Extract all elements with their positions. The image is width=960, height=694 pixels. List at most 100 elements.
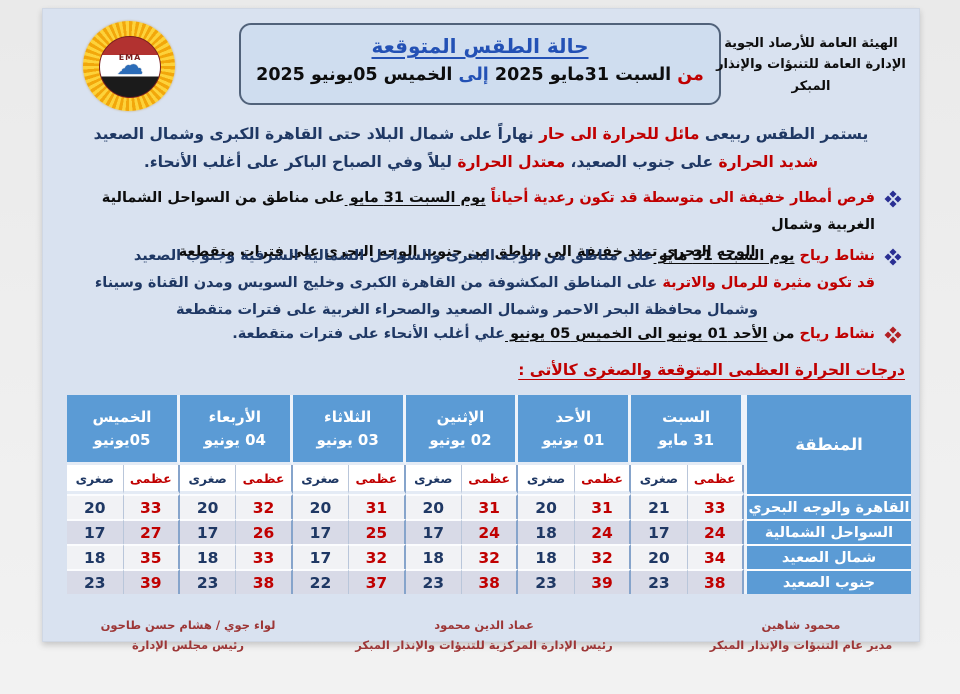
- text-segment: فرص أمطار خفيفة الى متوسطة قد تكون رعدية…: [485, 190, 875, 206]
- min-value-cell: 20: [292, 494, 350, 519]
- max-value-cell: 31: [349, 494, 406, 519]
- max-value-cell: 38: [236, 569, 293, 594]
- text-segment: نشاط رياح: [794, 248, 875, 264]
- max-value-cell: 32: [574, 544, 632, 569]
- min-value-cell: 18: [179, 544, 237, 569]
- min-value-cell: 23: [179, 569, 237, 594]
- text-segment: على المناطق المكشوفة من القاهرة الكبرى و…: [94, 274, 658, 291]
- max-value-cell: 39: [574, 569, 632, 594]
- region-cell: جنوب الصعيد: [744, 569, 911, 594]
- day-header-cell: الخميس 05يونيو: [67, 395, 180, 465]
- page-title: حالة الطقس المتوقعة: [371, 34, 589, 58]
- text-segment: الأحد 01 يونيو الى الخميس 05 يونيو: [505, 326, 768, 342]
- min-value-cell: 18: [518, 519, 575, 544]
- min-value-cell: 20: [631, 544, 688, 569]
- max-value-cell: 33: [123, 494, 180, 519]
- min-value-cell: 17: [292, 519, 350, 544]
- min-value-cell: 20: [405, 494, 462, 519]
- text-segment: نهاراً على شمال البلاد حتى القاهرة الكبر…: [93, 125, 534, 143]
- min-value-cell: 18: [518, 544, 575, 569]
- day-header-cell: الثلاثاء 03 يونيو: [292, 395, 406, 465]
- max-value-cell: 38: [461, 569, 519, 594]
- text-segment: الخميس 05يونيو 2025: [256, 65, 453, 85]
- day-name: السبت: [662, 407, 711, 426]
- min-value-cell: 18: [67, 544, 124, 569]
- min-value-cell: 23: [67, 569, 124, 594]
- text-segment: شديد الحرارة: [713, 152, 819, 171]
- max-value-cell: 38: [687, 569, 744, 594]
- min-value-cell: 17: [631, 519, 688, 544]
- cloud-icon: ☁: [116, 50, 144, 81]
- region-cell: القاهرة والوجه البحري: [744, 494, 911, 519]
- min-label-cell: صغرى: [405, 465, 462, 494]
- table-row: شمال الصعيد 34 20 32 18 32 18 32 17 33 18 35 18: [67, 544, 911, 569]
- min-label-cell: صغرى: [631, 465, 688, 494]
- min-value-cell: 20: [67, 494, 124, 519]
- text-segment: علي أغلب الأنحاء على فترات متقطعة.: [232, 326, 506, 342]
- text-segment: السبت 31مايو 2025: [488, 65, 672, 85]
- ema-emblem: EMA ☁: [99, 36, 161, 98]
- max-value-cell: 26: [236, 519, 293, 544]
- ema-logo: EMA ☁: [83, 21, 175, 111]
- text-segment: معتدل الحرارة: [451, 152, 566, 171]
- day-name: الإثنين: [436, 407, 485, 426]
- min-label-cell: صغرى: [179, 465, 237, 494]
- org-block: الهيئة العامة للأرصاد الجوية الإدارة الع…: [709, 33, 913, 97]
- text-line: نشاط رياح من الأحد 01 يونيو الى الخميس 0…: [59, 321, 875, 348]
- signature-block: لواء جوي / هشام حسن طاحون رئيس مجلس الإد…: [73, 615, 303, 655]
- forecast-table-wrap: المنطقة السبت 31 مايو الأحد 01 يونيو الإثنين 0…: [67, 395, 911, 594]
- signature-title: رئيس الإدارة المركزية للتنبؤات والإنذار …: [355, 638, 613, 653]
- day-date: 31 مايو: [658, 431, 715, 449]
- day-date: 02 يونيو: [429, 431, 492, 449]
- forecast-table: المنطقة السبت 31 مايو الأحد 01 يونيو الإثنين 0…: [67, 395, 911, 594]
- max-value-cell: 31: [574, 494, 632, 519]
- text-segment: على مناطق من السواحل الشمالية الغربية وش…: [101, 190, 875, 233]
- bullet-wind-saturday: نشاط رياح يوم السبت 31 مايو على مناطق من…: [59, 243, 903, 323]
- text-segment: إلى: [452, 65, 489, 85]
- day-name: الخميس: [92, 407, 152, 426]
- signature-name: محمود شاهين: [761, 618, 841, 632]
- table-row: السواحل الشمالية 24 17 24 18 24 17 25 17 26 17 27 17: [67, 519, 911, 544]
- signature-title: مدير عام التنبؤات والإنذار المبكر: [709, 638, 893, 653]
- max-value-cell: 24: [574, 519, 632, 544]
- max-label-cell: عظمى: [349, 465, 406, 494]
- day-date: 04 يونيو: [203, 431, 266, 449]
- max-value-cell: 35: [123, 544, 180, 569]
- min-label-cell: صغرى: [518, 465, 575, 494]
- min-value-cell: 23: [518, 569, 575, 594]
- max-label-cell: عظمى: [687, 465, 744, 494]
- min-value-cell: 18: [405, 544, 462, 569]
- text-line: نشاط رياح يوم السبت 31 مايو على مناطق من…: [59, 243, 875, 270]
- date-range: من السبت 31مايو 2025 إلى الخميس 05يونيو …: [241, 65, 719, 85]
- min-value-cell: 17: [67, 519, 124, 544]
- text-line: شديد الحرارة على جنوب الصعيد، معتدل الحر…: [59, 149, 903, 177]
- text-segment: مائل للحرارة الى حار: [533, 125, 700, 143]
- text-line: فرص أمطار خفيفة الى متوسطة قد تكون رعدية…: [59, 185, 875, 239]
- text-segment: من: [671, 65, 704, 85]
- min-value-cell: 22: [292, 569, 350, 594]
- text-line: الوجه البحرى تمتد خفيفة الى مناطق من جنو…: [59, 239, 875, 266]
- text-segment: ليلاً وفي الصباح الباكر على أغلب الأنحاء…: [143, 152, 452, 171]
- min-label-cell: صغرى: [67, 465, 124, 494]
- max-value-cell: 32: [236, 494, 293, 519]
- weather-summary: يستمر الطقس ربيعى مائل للحرارة الى حار ن…: [59, 121, 903, 177]
- max-label-cell: عظمى: [236, 465, 293, 494]
- max-value-cell: 37: [349, 569, 406, 594]
- max-value-cell: 25: [349, 519, 406, 544]
- signature-block: محمود شاهين مدير عام التنبؤات والإنذار ا…: [693, 615, 909, 655]
- day-name: الأحد: [555, 407, 592, 426]
- signature-name: عماد الدين محمود: [434, 618, 534, 632]
- text-segment: نشاط رياح: [794, 326, 875, 342]
- day-header-cell: الأربعاء 04 يونيو: [179, 395, 293, 465]
- max-value-cell: 24: [461, 519, 519, 544]
- min-value-cell: 17: [179, 519, 237, 544]
- max-value-cell: 27: [123, 519, 180, 544]
- day-date: 01 يونيو: [542, 431, 605, 449]
- text-segment: وشمال محافظة البحر الاحمر وشمال الصعيد و…: [176, 301, 758, 318]
- max-label-cell: عظمى: [574, 465, 632, 494]
- max-label-cell: عظمى: [123, 465, 180, 494]
- signature-name: لواء جوي / هشام حسن طاحون: [100, 618, 276, 632]
- table-row: القاهرة والوجه البحري 33 21 31 20 31 20 31 20 32 2…: [67, 494, 911, 519]
- bullet-rain: فرص أمطار خفيفة الى متوسطة قد تكون رعدية…: [59, 185, 903, 265]
